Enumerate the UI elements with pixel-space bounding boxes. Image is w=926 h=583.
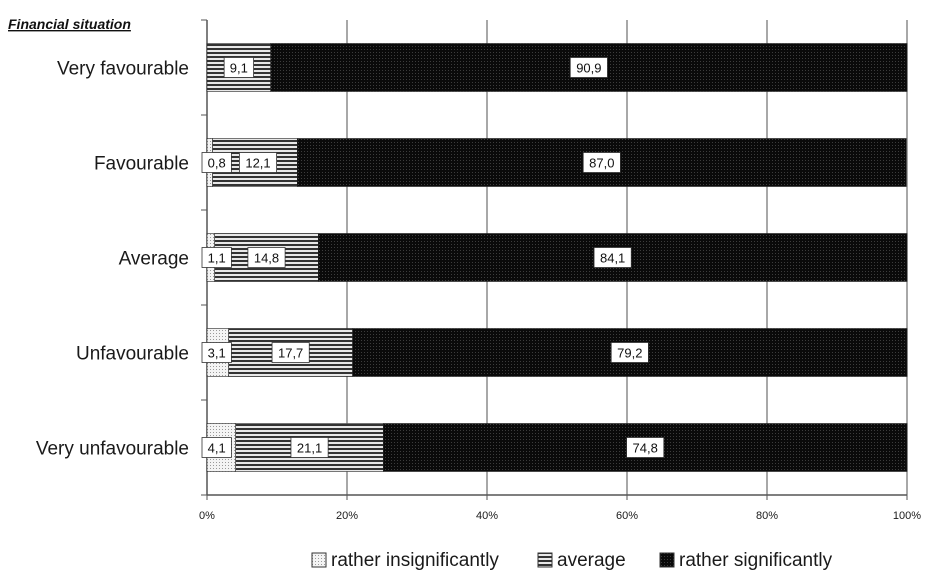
- data-label: 14,8: [254, 251, 279, 266]
- data-label: 9,1: [230, 61, 248, 76]
- data-label: 90,9: [576, 61, 601, 76]
- data-label: 1,1: [208, 251, 226, 266]
- data-label-box: [201, 247, 232, 268]
- x-tick-labels: 0% 20% 40% 60% 80% 100%: [199, 510, 921, 522]
- axis-title: Financial situation: [8, 16, 131, 32]
- x-tick-label: 60%: [616, 510, 638, 522]
- category-labels: Very favourable Favourable Average Unfavour…: [36, 59, 189, 460]
- category-label: Average: [119, 249, 189, 270]
- category-label: Unfavourable: [76, 344, 189, 365]
- x-tick-label: 0%: [199, 510, 215, 522]
- data-label-box: [201, 342, 232, 363]
- x-tick-label: 20%: [336, 510, 358, 522]
- data-label-box: [582, 152, 621, 173]
- bar-segment: [235, 423, 384, 472]
- category-label: Favourable: [94, 154, 189, 175]
- data-label-box: [201, 152, 232, 173]
- category-label: Very unfavourable: [36, 439, 189, 460]
- data-label-box: [610, 342, 649, 363]
- data-label-box: [271, 342, 310, 363]
- category-label: Very favourable: [57, 59, 189, 80]
- data-label-box: [593, 247, 632, 268]
- bars: [206, 43, 908, 472]
- x-tick-label: 100%: [893, 510, 921, 522]
- data-label: 12,1: [245, 156, 270, 171]
- data-label: 17,7: [278, 346, 303, 361]
- x-tick-label: 80%: [756, 510, 778, 522]
- data-label-box: [290, 437, 329, 458]
- data-label-box: [223, 57, 254, 78]
- data-label-box: [238, 152, 277, 173]
- legend: rather insignificantly average rather sign…: [311, 550, 833, 571]
- legend-label: average: [557, 550, 626, 571]
- data-label: 79,2: [617, 346, 642, 361]
- data-label-box: [569, 57, 608, 78]
- legend-swatch: [659, 552, 675, 568]
- data-labels: 9,1 90,9 0,8 12,1 87,0 1,1 14,8 84,1 3,1 17,7 79,2…: [201, 57, 665, 458]
- data-label: 74,8: [633, 441, 658, 456]
- data-label: 0,8: [208, 156, 226, 171]
- data-label: 3,1: [208, 346, 226, 361]
- legend-swatch: [311, 552, 327, 568]
- data-label: 87,0: [589, 156, 614, 171]
- data-label-box: [626, 437, 665, 458]
- legend-label: rather insignificantly: [331, 550, 499, 571]
- legend-label: rather significantly: [679, 550, 833, 571]
- data-label-box: [201, 437, 232, 458]
- data-label-box: [247, 247, 286, 268]
- legend-swatch: [537, 552, 553, 568]
- data-label: 4,1: [208, 441, 226, 456]
- data-label: 84,1: [600, 251, 625, 266]
- x-tick-label: 40%: [476, 510, 498, 522]
- data-label: 21,1: [297, 441, 322, 456]
